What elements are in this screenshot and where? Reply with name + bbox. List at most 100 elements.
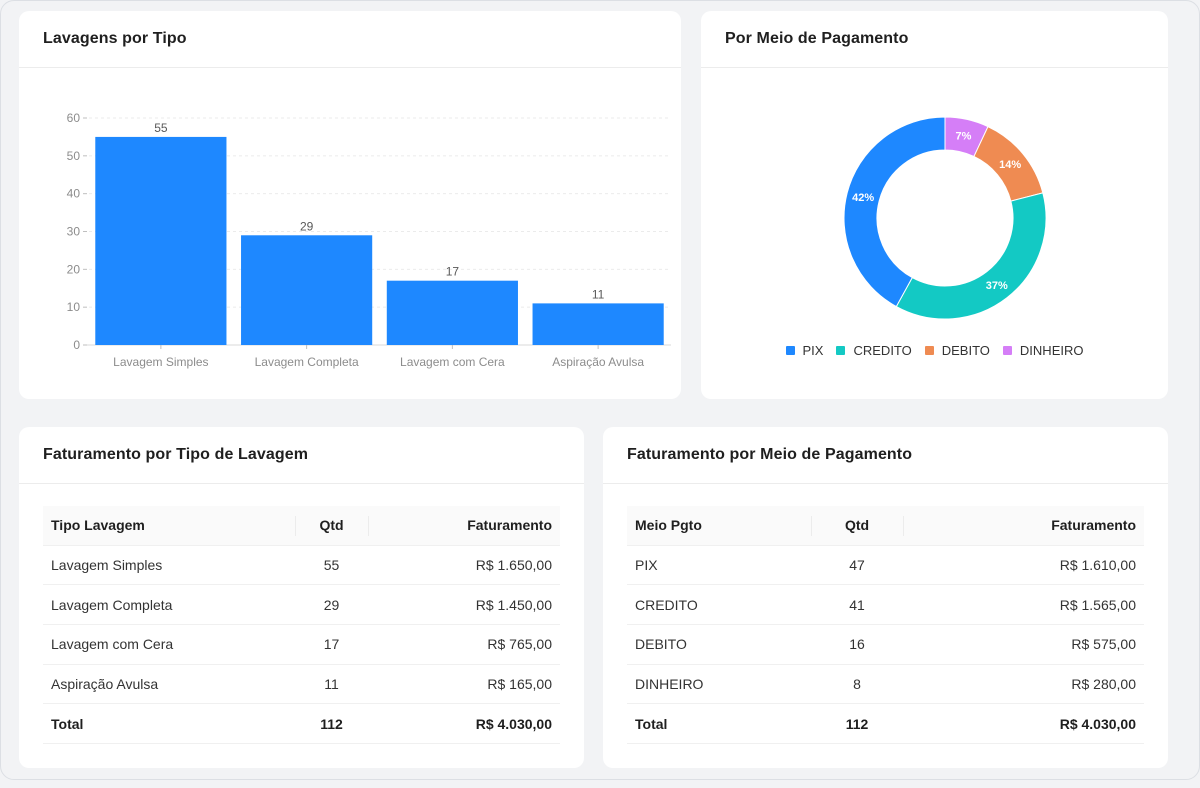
cell-qtd: 29 (295, 584, 368, 625)
card-header: Lavagens por Tipo (19, 11, 681, 68)
column-header-qtd[interactable]: Qtd (295, 506, 368, 546)
cell-faturamento: R$ 165,00 (368, 664, 560, 705)
table-row: PIX 47 R$ 1.610,00 (627, 545, 1144, 586)
slice-value-label: 42% (852, 192, 874, 204)
cell-faturamento: R$ 575,00 (903, 624, 1144, 665)
legend-swatch (924, 346, 934, 355)
slice-value-label: 14% (999, 159, 1021, 171)
slice-pix[interactable] (843, 116, 946, 308)
chart-legend: PIX CREDITO DEBITO DINHEIRO (701, 343, 1168, 358)
cell-meio: DINHEIRO (627, 664, 811, 705)
total-faturamento: R$ 4.030,00 (368, 703, 560, 744)
card-title: Lavagens por Tipo (43, 30, 187, 47)
table-header-row: Tipo Lavagem Qtd Faturamento (43, 506, 560, 546)
legend-item-debito[interactable]: DEBITO (924, 343, 990, 358)
cell-meio: PIX (627, 545, 811, 586)
meio-pagamento-card: Por Meio de Pagamento 7% 14% 37% 42% PIX CRE… (701, 11, 1168, 399)
cell-tipo: Aspiração Avulsa (43, 664, 295, 705)
table-row: CREDITO 41 R$ 1.565,00 (627, 584, 1144, 625)
cell-faturamento: R$ 1.650,00 (368, 545, 560, 586)
cell-qtd: 8 (811, 664, 903, 705)
card-title: Por Meio de Pagamento (725, 30, 909, 47)
column-header-faturamento[interactable]: Faturamento (368, 506, 560, 546)
legend-swatch (836, 346, 846, 355)
table-row: Aspiração Avulsa 11 R$ 165,00 (43, 664, 560, 705)
bar-value-label: 29 (300, 219, 314, 233)
legend-item-pix[interactable]: PIX (785, 343, 824, 358)
donut-chart: 7% 14% 37% 42% (843, 116, 1047, 320)
total-faturamento: R$ 4.030,00 (903, 703, 1144, 744)
bar-2[interactable] (241, 235, 373, 345)
cell-qtd: 47 (811, 545, 903, 586)
faturamento-pagamento-table: Meio Pgto Qtd Faturamento PIX 47 R$ 1.61… (627, 506, 1144, 744)
y-tick-label: 60 (67, 111, 81, 125)
column-header-meio[interactable]: Meio Pgto (627, 506, 811, 546)
bar-3[interactable] (386, 280, 518, 345)
legend-swatch (785, 346, 795, 355)
cell-meio: DEBITO (627, 624, 811, 665)
x-tick-label: Lavagem com Cera (400, 355, 505, 369)
table-row: Lavagem Simples 55 R$ 1.650,00 (43, 545, 560, 586)
bar-value-label: 11 (592, 287, 605, 301)
bar-4[interactable] (532, 303, 664, 345)
cell-qtd: 41 (811, 584, 903, 625)
legend-item-credito[interactable]: CREDITO (836, 343, 912, 358)
table-header-row: Meio Pgto Qtd Faturamento (627, 506, 1144, 546)
y-tick-label: 30 (67, 225, 81, 239)
column-header-faturamento[interactable]: Faturamento (903, 506, 1144, 546)
cell-tipo: Lavagem Simples (43, 545, 295, 586)
slice-credito[interactable] (895, 192, 1047, 320)
column-header-tipo[interactable]: Tipo Lavagem (43, 506, 295, 546)
y-tick-label: 40 (67, 187, 81, 201)
legend-item-dinheiro[interactable]: DINHEIRO (1002, 343, 1084, 358)
bar-value-label: 17 (446, 265, 460, 279)
table-row: DEBITO 16 R$ 575,00 (627, 624, 1144, 665)
cell-faturamento: R$ 1.610,00 (903, 545, 1144, 586)
card-header: Faturamento por Tipo de Lavagem (19, 427, 584, 484)
y-tick-label: 20 (67, 262, 81, 276)
y-tick-label: 50 (67, 149, 81, 163)
cell-tipo: Lavagem Completa (43, 584, 295, 625)
table-row: Lavagem Completa 29 R$ 1.450,00 (43, 584, 560, 625)
legend-label: CREDITO (853, 343, 912, 358)
faturamento-pagamento-card: Faturamento por Meio de Pagamento Meio P… (603, 427, 1168, 768)
cell-tipo: Lavagem com Cera (43, 624, 295, 665)
y-tick-label: 10 (67, 300, 81, 314)
card-header: Por Meio de Pagamento (701, 11, 1168, 68)
legend-label: PIX (802, 343, 824, 358)
x-tick-label: Aspiração Avulsa (552, 355, 644, 369)
total-label: Total (43, 703, 295, 744)
total-qtd: 112 (295, 703, 368, 744)
bar-chart: 0 10 20 30 40 50 60 55 Lavagem Simples 29 Lavagem … (67, 111, 671, 369)
bar-1[interactable] (95, 136, 227, 345)
table-row: DINHEIRO 8 R$ 280,00 (627, 664, 1144, 705)
card-title: Faturamento por Meio de Pagamento (627, 446, 913, 463)
slice-value-label: 7% (955, 131, 971, 143)
cell-faturamento: R$ 765,00 (368, 624, 560, 665)
cell-meio: CREDITO (627, 584, 811, 625)
legend-label: DEBITO (941, 343, 990, 358)
card-title: Faturamento por Tipo de Lavagem (43, 446, 309, 463)
cell-qtd: 11 (295, 664, 368, 705)
slice-value-label: 37% (986, 280, 1008, 292)
bar-value-label: 55 (154, 121, 168, 135)
table-total-row: Total 112 R$ 4.030,00 (627, 703, 1144, 744)
card-header: Faturamento por Meio de Pagamento (603, 427, 1168, 484)
table-total-row: Total 112 R$ 4.030,00 (43, 703, 560, 744)
total-label: Total (627, 703, 811, 744)
x-tick-label: Lavagem Completa (255, 355, 359, 369)
cell-qtd: 16 (811, 624, 903, 665)
table-row: Lavagem com Cera 17 R$ 765,00 (43, 624, 560, 665)
cell-qtd: 55 (295, 545, 368, 586)
column-header-qtd[interactable]: Qtd (811, 506, 903, 546)
faturamento-tipo-card: Faturamento por Tipo de Lavagem Tipo Lav… (19, 427, 584, 768)
faturamento-tipo-table: Tipo Lavagem Qtd Faturamento Lavagem Sim… (43, 506, 560, 744)
legend-label: DINHEIRO (1019, 343, 1084, 358)
lavagens-por-tipo-card: Lavagens por Tipo 0 10 20 30 40 50 60 55 Lavagem… (19, 11, 681, 399)
cell-qtd: 17 (295, 624, 368, 665)
legend-swatch (1002, 346, 1012, 355)
cell-faturamento: R$ 1.565,00 (903, 584, 1144, 625)
cell-faturamento: R$ 1.450,00 (368, 584, 560, 625)
y-tick-label: 0 (73, 338, 80, 352)
x-tick-label: Lavagem Simples (113, 355, 208, 369)
